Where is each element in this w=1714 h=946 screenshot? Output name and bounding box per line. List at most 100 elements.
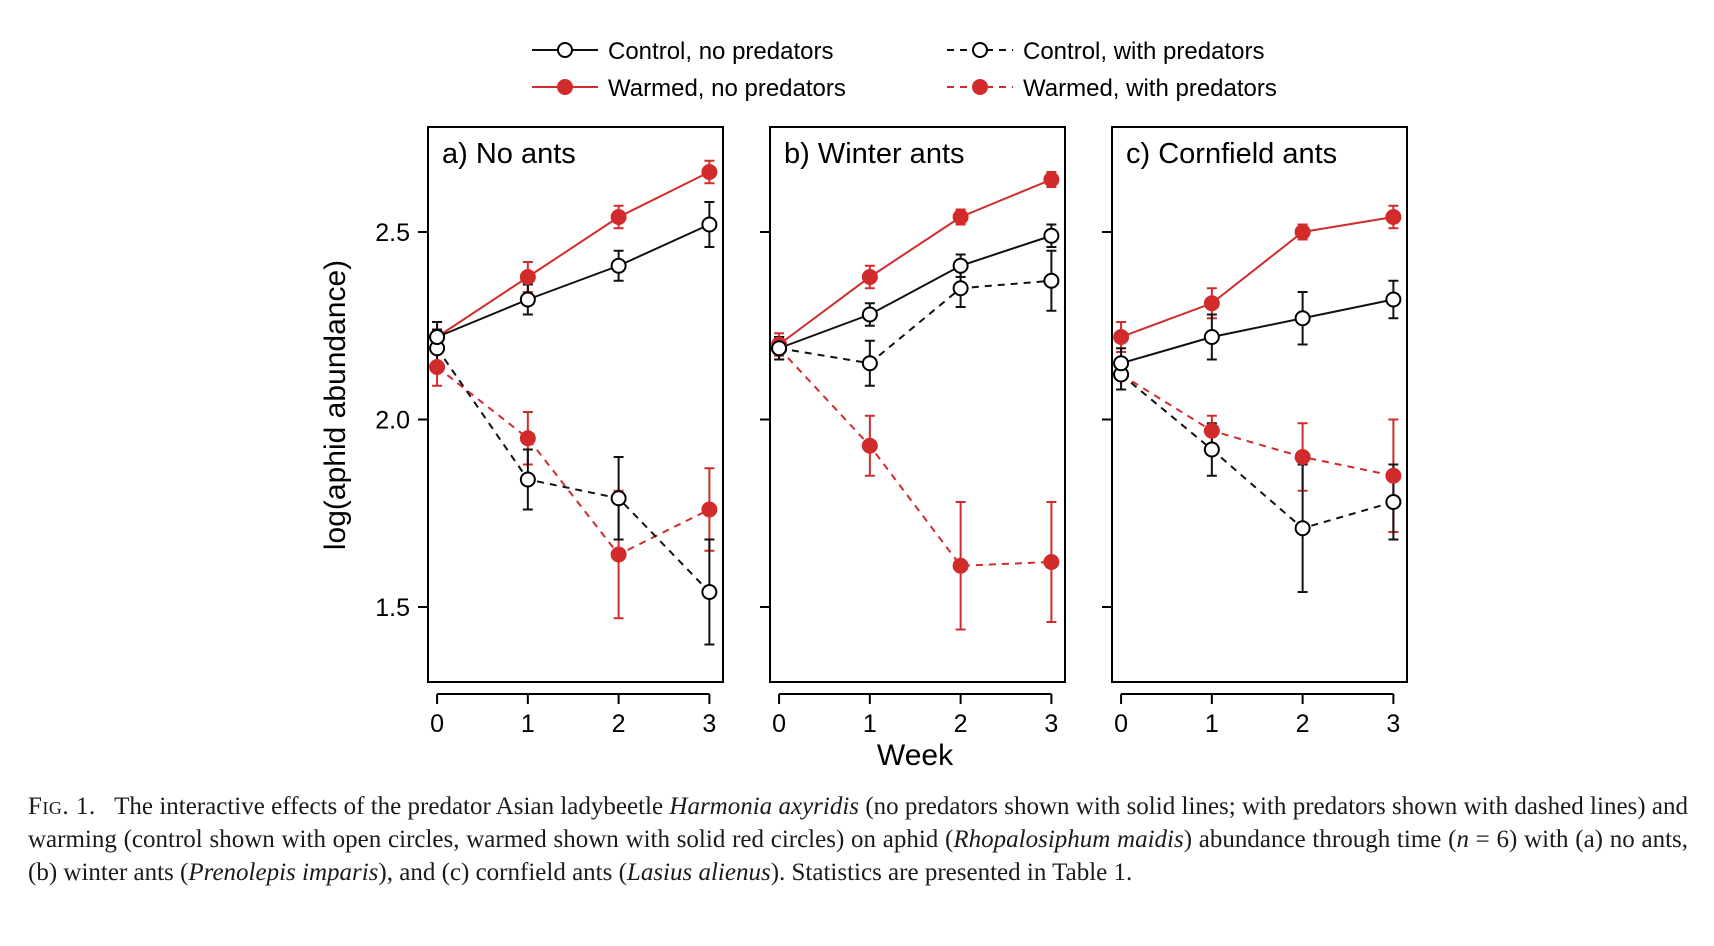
- series-dashed-open: [1116, 358, 1399, 593]
- y-tick-label: 1.5: [375, 594, 410, 622]
- data-point: [1203, 422, 1220, 439]
- panel-title: c) Cornfield ants: [1126, 138, 1337, 170]
- y-axis-label: log(aphid abundance): [319, 260, 352, 550]
- data-point: [1043, 227, 1060, 244]
- panel-1: a) No ants 1.5 2.0 2.5 0 1 2 3: [375, 126, 724, 738]
- data-point: [429, 329, 446, 345]
- panel-plot-area: [771, 171, 1060, 631]
- data-point: [1385, 467, 1402, 484]
- data-point: [519, 291, 536, 308]
- data-point: [1385, 209, 1402, 225]
- legend-marker: [557, 42, 573, 58]
- data-point: [701, 164, 718, 180]
- legend-entry: Control, with predators: [947, 38, 1264, 65]
- data-point: [861, 355, 878, 372]
- data-point: [861, 437, 878, 454]
- series-solid-filled: [1116, 204, 1399, 353]
- x-tick-label: 3: [1386, 710, 1400, 738]
- data-point: [1294, 449, 1311, 465]
- series-solid-filled: [432, 159, 715, 353]
- y-tick-label: 2.5: [375, 219, 410, 247]
- caption-text: ) abundance through time (: [1183, 826, 1457, 853]
- series-line: [436, 171, 710, 338]
- panel-frame: [1111, 126, 1408, 683]
- panel-frame: [769, 126, 1066, 683]
- caption-text: ). Statistics are presented in Table 1.: [770, 859, 1133, 886]
- data-point: [429, 359, 446, 375]
- data-point: [610, 490, 627, 507]
- caption-text: ), and (c) cornfield ants (: [378, 859, 627, 886]
- panel-3: c) Cornfield ants 0 1 2 3: [1102, 126, 1408, 738]
- series-solid-open: [1116, 279, 1399, 380]
- data-point: [1294, 520, 1311, 537]
- legend-label: Warmed, no predators: [608, 75, 846, 102]
- data-point: [1043, 171, 1060, 188]
- data-point: [771, 340, 788, 357]
- legend-marker: [972, 42, 988, 58]
- x-tick-label: 0: [1114, 710, 1128, 738]
- x-tick-label: 2: [612, 710, 626, 738]
- series-dashed-open: [432, 328, 715, 646]
- data-point: [1203, 441, 1220, 458]
- series-line: [778, 234, 1052, 350]
- series-line: [778, 178, 1052, 346]
- data-point: [952, 557, 969, 574]
- legend-marker: [972, 79, 988, 95]
- panel-plot-area: [1113, 204, 1402, 593]
- data-point: [701, 501, 718, 518]
- data-point: [1294, 224, 1311, 240]
- series-line: [1120, 298, 1394, 365]
- series-dashed-filled: [432, 347, 715, 620]
- legend-label: Warmed, with predators: [1023, 75, 1277, 102]
- series-line: [778, 279, 1052, 365]
- data-point: [610, 257, 627, 274]
- data-point: [861, 269, 878, 285]
- x-tick-label: 0: [430, 710, 444, 738]
- series-line: [436, 223, 710, 338]
- data-point: [952, 280, 969, 297]
- figure: Control, no predators Control, with preda…: [319, 38, 1408, 772]
- series-line: [436, 366, 710, 556]
- x-tick-label: 1: [1205, 710, 1219, 738]
- series-dashed-filled: [1116, 358, 1399, 533]
- legend-label: Control, no predators: [608, 38, 833, 65]
- figure-caption: Fig. 1. The interactive effects of the p…: [28, 790, 1688, 889]
- series-line: [778, 347, 1052, 567]
- x-tick-label: 2: [954, 710, 968, 738]
- data-point: [610, 209, 627, 225]
- data-point: [519, 471, 536, 488]
- series-solid-open: [432, 201, 715, 353]
- data-point: [701, 216, 718, 233]
- data-point: [701, 584, 718, 600]
- panel-2: b) Winter ants 0 1 2 3: [760, 126, 1066, 738]
- legend: Control, no predators Control, with preda…: [532, 38, 1277, 102]
- data-point: [1203, 295, 1220, 312]
- series-line: [1120, 373, 1394, 477]
- x-tick-label: 3: [1044, 710, 1058, 738]
- x-tick-label: 2: [1296, 710, 1310, 738]
- panel-frame: [427, 126, 724, 683]
- caption-label: Fig. 1.: [28, 793, 96, 820]
- legend-entry: Warmed, with predators: [947, 75, 1277, 102]
- x-tick-label: 3: [702, 710, 716, 738]
- data-point: [1043, 272, 1060, 289]
- data-point: [1385, 291, 1402, 308]
- data-point: [1043, 554, 1060, 570]
- caption-species: Prenolepis imparis: [188, 859, 379, 886]
- legend-entry: Control, no predators: [532, 38, 833, 65]
- caption-text: (no predators shown with solid lines; wi…: [28, 793, 1688, 853]
- panel-title: a) No ants: [442, 138, 576, 170]
- series-dashed-open: [774, 249, 1057, 387]
- data-point: [1294, 310, 1311, 327]
- panel-plot-area: [429, 159, 718, 646]
- data-point: [610, 546, 627, 563]
- series-dashed-filled: [774, 336, 1057, 631]
- legend-entry: Warmed, no predators: [532, 75, 846, 102]
- series-line: [436, 347, 711, 593]
- data-point: [952, 209, 969, 225]
- legend-marker: [557, 79, 573, 95]
- series-line: [1120, 373, 1394, 530]
- x-tick-label: 0: [772, 710, 786, 738]
- caption-species: Lasius alienus: [626, 859, 771, 886]
- x-axis-label: Week: [877, 739, 954, 772]
